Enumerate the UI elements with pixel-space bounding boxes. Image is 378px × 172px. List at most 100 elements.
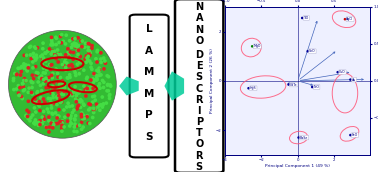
Circle shape xyxy=(20,97,24,100)
Circle shape xyxy=(39,96,43,100)
Text: O: O xyxy=(195,139,203,149)
Circle shape xyxy=(34,46,37,50)
Circle shape xyxy=(76,62,79,66)
Circle shape xyxy=(44,86,48,90)
Circle shape xyxy=(81,39,84,43)
Circle shape xyxy=(31,51,35,55)
Text: A: A xyxy=(145,46,153,56)
Circle shape xyxy=(72,88,76,92)
Text: L: L xyxy=(146,24,152,34)
Circle shape xyxy=(76,48,79,52)
Circle shape xyxy=(56,90,60,94)
Circle shape xyxy=(50,73,53,77)
Circle shape xyxy=(52,123,56,126)
Circle shape xyxy=(70,122,73,126)
Circle shape xyxy=(72,68,76,72)
Circle shape xyxy=(86,55,90,58)
Text: CdTe: CdTe xyxy=(290,83,297,87)
Circle shape xyxy=(43,100,47,104)
Circle shape xyxy=(37,100,41,104)
Circle shape xyxy=(36,80,40,84)
Circle shape xyxy=(59,53,62,56)
Circle shape xyxy=(92,111,96,114)
Circle shape xyxy=(74,97,77,101)
Circle shape xyxy=(42,78,45,82)
Circle shape xyxy=(51,102,55,105)
Circle shape xyxy=(55,96,59,100)
Circle shape xyxy=(31,73,34,77)
Circle shape xyxy=(94,78,98,82)
Circle shape xyxy=(49,121,53,125)
Circle shape xyxy=(53,54,57,58)
Circle shape xyxy=(22,79,26,82)
Circle shape xyxy=(32,55,36,59)
Circle shape xyxy=(51,126,55,130)
Circle shape xyxy=(98,108,102,112)
Circle shape xyxy=(19,73,22,77)
Circle shape xyxy=(65,76,69,80)
Circle shape xyxy=(66,119,70,123)
Circle shape xyxy=(88,103,92,106)
Circle shape xyxy=(77,72,81,76)
Circle shape xyxy=(60,41,64,45)
Circle shape xyxy=(89,78,93,82)
Circle shape xyxy=(72,51,76,54)
Circle shape xyxy=(91,100,94,104)
Circle shape xyxy=(74,45,78,49)
Circle shape xyxy=(102,80,106,84)
Circle shape xyxy=(46,49,50,53)
Circle shape xyxy=(20,65,23,68)
Circle shape xyxy=(50,38,54,42)
Circle shape xyxy=(59,35,62,38)
Circle shape xyxy=(56,88,60,92)
Circle shape xyxy=(97,66,101,70)
Polygon shape xyxy=(119,77,139,95)
Circle shape xyxy=(47,80,51,84)
Circle shape xyxy=(68,93,71,97)
Circle shape xyxy=(62,39,65,43)
Circle shape xyxy=(85,77,88,80)
Circle shape xyxy=(54,57,58,61)
Circle shape xyxy=(85,42,89,45)
Circle shape xyxy=(40,122,44,125)
Circle shape xyxy=(51,96,55,99)
Circle shape xyxy=(37,121,40,124)
Circle shape xyxy=(70,45,73,49)
Circle shape xyxy=(13,72,17,76)
Circle shape xyxy=(50,43,54,47)
Circle shape xyxy=(94,57,98,61)
Circle shape xyxy=(70,63,74,67)
Circle shape xyxy=(60,55,64,59)
Circle shape xyxy=(64,33,68,37)
Circle shape xyxy=(44,60,48,63)
Circle shape xyxy=(97,70,101,74)
Circle shape xyxy=(46,96,50,100)
Circle shape xyxy=(82,102,85,106)
Circle shape xyxy=(21,82,25,86)
Circle shape xyxy=(69,116,73,120)
Circle shape xyxy=(70,42,74,46)
Text: M: M xyxy=(144,67,154,77)
Circle shape xyxy=(74,94,78,98)
Circle shape xyxy=(27,110,31,114)
Circle shape xyxy=(45,107,49,111)
Circle shape xyxy=(98,86,102,90)
Circle shape xyxy=(24,113,28,117)
Circle shape xyxy=(51,43,55,47)
Circle shape xyxy=(68,39,71,43)
Circle shape xyxy=(68,55,71,59)
Circle shape xyxy=(98,82,101,86)
Circle shape xyxy=(8,30,116,138)
Circle shape xyxy=(26,99,30,103)
Circle shape xyxy=(58,88,62,92)
Circle shape xyxy=(46,78,50,82)
Circle shape xyxy=(51,90,54,93)
Circle shape xyxy=(30,86,34,89)
Circle shape xyxy=(105,74,109,78)
Circle shape xyxy=(94,88,98,92)
Circle shape xyxy=(96,49,99,52)
Circle shape xyxy=(68,91,72,95)
Circle shape xyxy=(44,125,48,129)
Circle shape xyxy=(99,57,103,61)
Circle shape xyxy=(57,94,61,98)
